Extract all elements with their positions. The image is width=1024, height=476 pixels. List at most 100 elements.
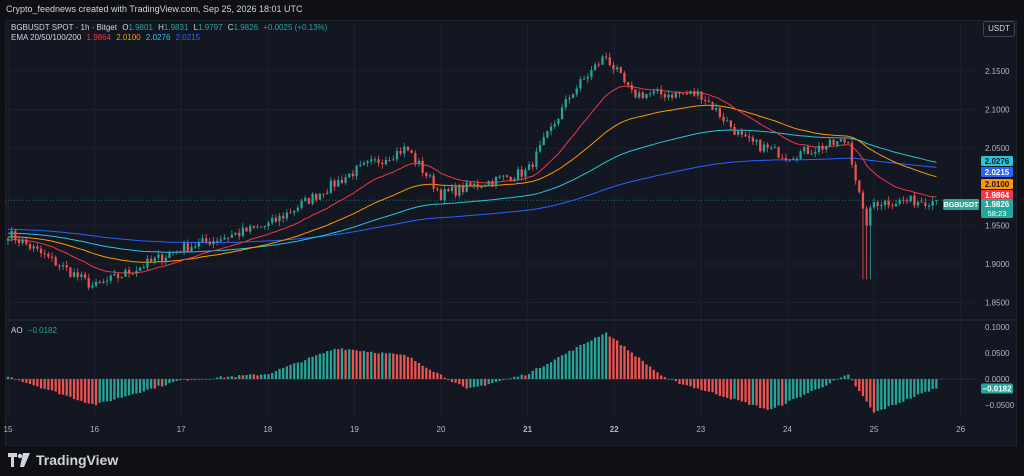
- ao-bar: [271, 372, 274, 380]
- ao-badge: −0.0182: [982, 385, 1012, 394]
- ao-bar: [256, 375, 259, 380]
- ao-bar: [538, 367, 542, 380]
- candle-body: [47, 253, 50, 257]
- ao-bar: [894, 379, 898, 405]
- candle-body: [538, 145, 542, 152]
- ao-bar: [201, 378, 204, 380]
- candle-body: [348, 173, 351, 178]
- candle-body: [403, 146, 406, 154]
- candle-body: [102, 281, 105, 283]
- ao-bar: [671, 379, 674, 380]
- candles: [6, 52, 938, 291]
- candle-body: [138, 267, 142, 271]
- ao-bar: [935, 379, 938, 389]
- ao-bar: [212, 378, 215, 380]
- ao-bar: [927, 379, 931, 392]
- ao-bar: [72, 379, 76, 400]
- candle-body: [417, 160, 421, 163]
- candle-body: [850, 142, 854, 165]
- ao-bar: [883, 379, 887, 410]
- ao-bar: [693, 379, 696, 389]
- candle-body: [307, 197, 311, 204]
- ao-bar: [241, 375, 244, 380]
- candle-body: [821, 145, 824, 150]
- tradingview-logo-icon: [8, 453, 30, 467]
- candle-body: [740, 131, 744, 135]
- ao-bar: [293, 363, 296, 380]
- ao-legend: AO −0.0182: [11, 326, 60, 335]
- candle-body: [109, 275, 112, 281]
- candle-body: [872, 202, 876, 208]
- candle-body: [216, 240, 219, 242]
- ao-bar: [194, 379, 197, 380]
- ao-bar: [872, 379, 876, 413]
- ao-bar: [171, 379, 175, 383]
- ao-bar: [869, 379, 872, 408]
- ao-bar: [219, 376, 222, 380]
- x-tick-label: 21: [523, 425, 532, 434]
- candle-body: [792, 158, 795, 160]
- ao-bar: [549, 362, 553, 380]
- candle-body: [410, 150, 413, 154]
- ao-bar: [696, 379, 699, 389]
- top-bar: Crypto_feednews created with TradingView…: [0, 0, 1024, 20]
- ema20-value: 1.9864: [86, 33, 111, 42]
- candle-body: [238, 232, 241, 236]
- ao-bar: [773, 379, 777, 408]
- candle-body: [25, 239, 28, 245]
- ao-bar: [527, 374, 531, 380]
- currency-button[interactable]: USDT: [983, 21, 1015, 37]
- ao-bar: [509, 378, 512, 380]
- ao-bar: [447, 379, 450, 381]
- ao-bar: [28, 379, 32, 385]
- ao-bar: [832, 379, 835, 381]
- ao-bar: [674, 379, 677, 382]
- ao-bar: [682, 379, 685, 385]
- candle-body: [593, 64, 597, 70]
- candle-body: [72, 272, 76, 277]
- candle-body: [333, 180, 336, 187]
- candle-body: [571, 94, 575, 98]
- ao-bar: [806, 379, 810, 394]
- candle-body: [256, 226, 259, 228]
- x-tick-label: 15: [4, 425, 13, 434]
- ao-bar: [854, 379, 857, 387]
- candle-body: [50, 256, 54, 258]
- ao-bar: [722, 379, 725, 397]
- candle-body: [267, 222, 270, 227]
- candle-body: [300, 201, 303, 208]
- ao-bar: [465, 379, 468, 389]
- ao-bar: [421, 365, 424, 380]
- ao-bar: [898, 379, 901, 403]
- ao-bar: [304, 360, 307, 380]
- candle-body: [39, 248, 43, 254]
- candle-body: [421, 160, 424, 173]
- candle-body: [597, 64, 600, 66]
- candle-body: [168, 253, 171, 258]
- ao-bar: [14, 379, 17, 380]
- candle-body: [127, 269, 131, 274]
- candle-body: [17, 239, 21, 244]
- candle-body: [582, 78, 586, 80]
- candle-body: [80, 274, 83, 277]
- ema50-line: [7, 104, 937, 263]
- ao-bar: [568, 350, 571, 380]
- ao-bar: [425, 367, 428, 380]
- candle-body: [806, 146, 810, 154]
- grid-lines: [5, 22, 1017, 418]
- ao-bar: [788, 379, 791, 401]
- candle-body: [920, 201, 923, 203]
- ao-bar: [604, 332, 608, 380]
- candle-body: [711, 102, 714, 110]
- ao-bar: [197, 379, 200, 380]
- ao-bar: [377, 353, 380, 380]
- ao-bar: [836, 379, 839, 380]
- ao-bar: [39, 379, 43, 389]
- candle-body: [645, 94, 648, 98]
- ao-bar: [766, 379, 769, 410]
- tradingview-brand[interactable]: TradingView: [8, 452, 118, 468]
- ao-bar: [362, 350, 366, 380]
- candle-body: [626, 82, 630, 85]
- ao-bar: [663, 377, 666, 380]
